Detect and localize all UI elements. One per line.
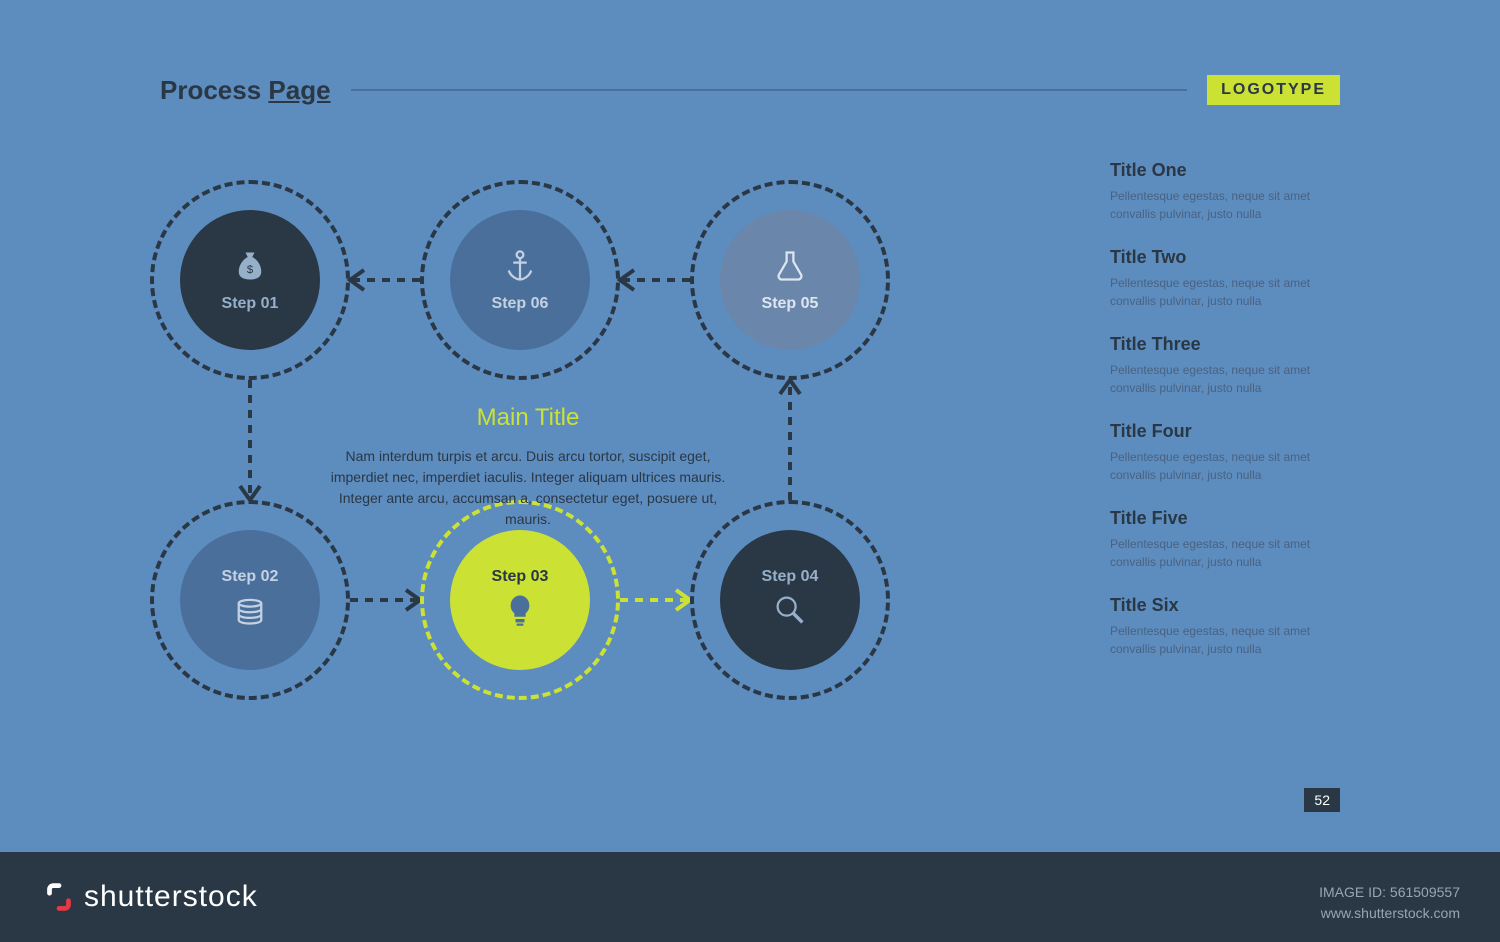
step-label: Step 06 xyxy=(492,295,549,313)
page-number: 52 xyxy=(1304,788,1340,812)
step-label: Step 04 xyxy=(762,568,819,586)
shutterstock-icon xyxy=(40,878,78,916)
side-item-body: Pellentesque egestas, neque sit amet con… xyxy=(1110,187,1340,223)
magnifier-icon xyxy=(772,592,808,633)
connector xyxy=(350,270,420,290)
money-bag-icon: $ xyxy=(232,248,268,289)
side-item: Title One Pellentesque egestas, neque sit… xyxy=(1110,160,1340,223)
main-title: Main Title xyxy=(328,400,728,436)
bulb-icon xyxy=(502,592,538,633)
footer-bar: shutterstock IMAGE ID: 561509557 www.shu… xyxy=(0,852,1500,942)
side-item-title: Title One xyxy=(1110,160,1340,181)
side-item-body: Pellentesque egestas, neque sit amet con… xyxy=(1110,448,1340,484)
side-item: Title Five Pellentesque egestas, neque si… xyxy=(1110,508,1340,571)
step-label: Step 02 xyxy=(222,568,279,586)
side-item: Title Two Pellentesque egestas, neque sit… xyxy=(1110,247,1340,310)
step-label: Step 05 xyxy=(762,295,819,313)
side-item-title: Title Two xyxy=(1110,247,1340,268)
slide: Process Page LOGOTYPE $Step 01Step 06Ste… xyxy=(0,0,1500,942)
side-item-title: Title Six xyxy=(1110,595,1340,616)
main-body: Nam interdum turpis et arcu. Duis arcu t… xyxy=(328,446,728,530)
side-item-body: Pellentesque egestas, neque sit amet con… xyxy=(1110,622,1340,658)
side-item-title: Title Three xyxy=(1110,334,1340,355)
image-id: IMAGE ID: 561509557 xyxy=(1319,882,1460,903)
step-label: Step 01 xyxy=(222,295,279,313)
side-list: Title One Pellentesque egestas, neque sit… xyxy=(1110,160,1340,682)
connector xyxy=(350,590,420,610)
side-item-body: Pellentesque egestas, neque sit amet con… xyxy=(1110,535,1340,571)
side-item: Title Four Pellentesque egestas, neque si… xyxy=(1110,421,1340,484)
brand-logo: shutterstock xyxy=(40,878,258,916)
source-url: www.shutterstock.com xyxy=(1319,903,1460,924)
coins-icon xyxy=(232,592,268,633)
connector xyxy=(780,380,800,500)
side-item-title: Title Four xyxy=(1110,421,1340,442)
svg-text:$: $ xyxy=(247,263,254,275)
main-title-block: Main Title Nam interdum turpis et arcu. … xyxy=(328,400,728,530)
connector xyxy=(620,590,690,610)
side-item: Title Three Pellentesque egestas, neque s… xyxy=(1110,334,1340,397)
step-label: Step 03 xyxy=(492,568,549,586)
side-item-body: Pellentesque egestas, neque sit amet con… xyxy=(1110,274,1340,310)
footer-meta: IMAGE ID: 561509557 www.shutterstock.com xyxy=(1319,882,1460,924)
connector xyxy=(240,380,260,500)
anchor-icon xyxy=(502,248,538,289)
side-item: Title Six Pellentesque egestas, neque sit… xyxy=(1110,595,1340,658)
connector xyxy=(620,270,690,290)
flask-icon xyxy=(772,248,808,289)
side-item-body: Pellentesque egestas, neque sit amet con… xyxy=(1110,361,1340,397)
brand-name: shutterstock xyxy=(84,880,258,914)
side-item-title: Title Five xyxy=(1110,508,1340,529)
